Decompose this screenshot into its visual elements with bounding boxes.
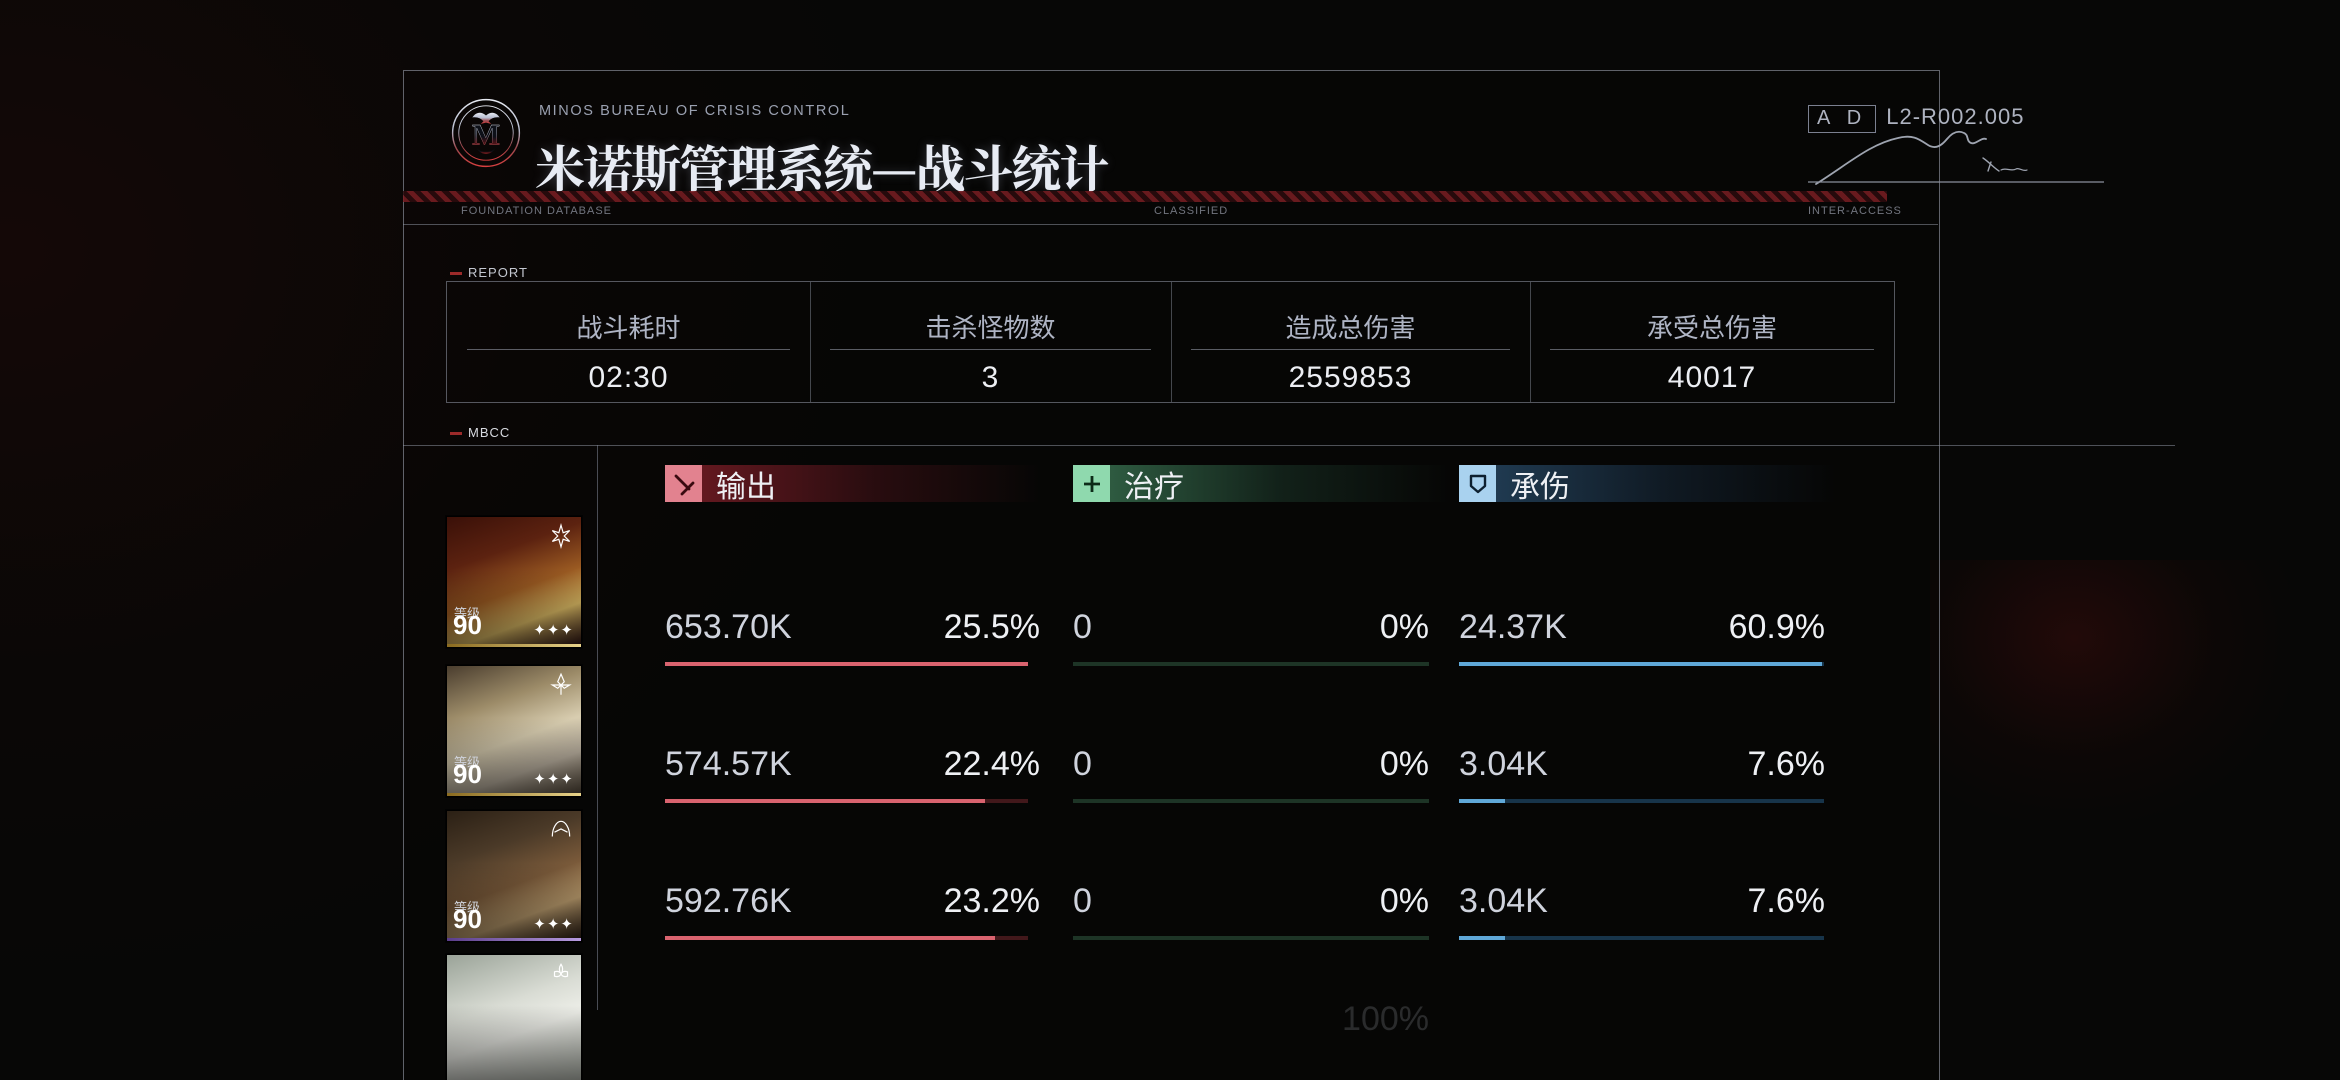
svg-text:M: M [472, 119, 500, 152]
